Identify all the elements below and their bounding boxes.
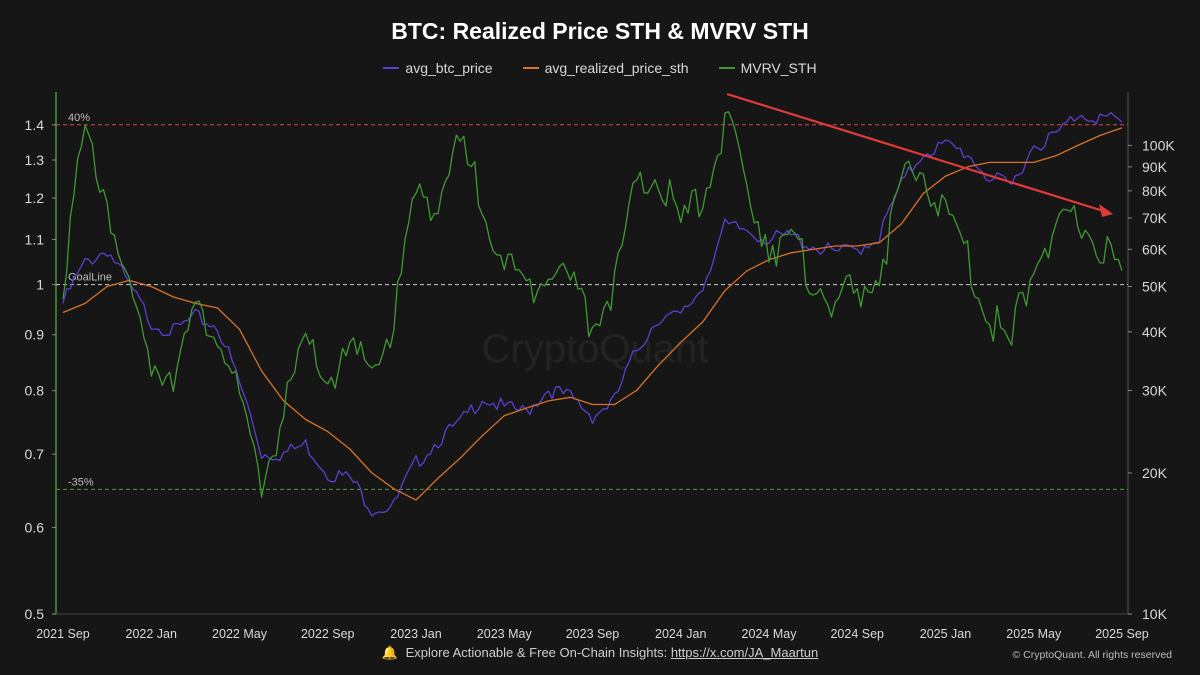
trend-arrow (726, 92, 1106, 213)
x-tick-label: 2023 Jan (390, 627, 441, 641)
y-right-tick-label: 100K (1142, 137, 1175, 153)
legend-label-realized-price: avg_realized_price_sth (544, 60, 689, 76)
legend-swatch-mvrv-sth (718, 67, 735, 69)
x-tick-label: 2025 Jan (920, 627, 971, 641)
legend-label-btc-price: avg_btc_price (405, 60, 493, 76)
y-right-tick-label: 90K (1142, 159, 1168, 175)
x-tick-label: 2023 May (477, 627, 533, 641)
y-left-tick-label: 0.6 (25, 519, 45, 535)
y-left-tick-label: 0.8 (25, 383, 45, 399)
series-line-avg-btc-price (62, 111, 1123, 517)
x-tick-label: 2024 Jan (655, 627, 706, 641)
x-tick-label: 2023 Sep (566, 627, 620, 641)
y-left-tick-label: 1.1 (25, 231, 45, 247)
legend-swatch-realized-price (522, 67, 539, 69)
series-line-avg-realized-price-sth (62, 127, 1123, 501)
legend-item-mvrv-sth[interactable]: MVRV_STH (718, 60, 817, 76)
y-right-tick-label: 70K (1142, 210, 1168, 226)
y-right-tick-label: 40K (1142, 324, 1168, 340)
footer-link[interactable]: https://x.com/JA_Maartun (670, 645, 819, 660)
bell-icon: 🔔 (381, 645, 398, 660)
footer-note: 🔔 Explore Actionable & Free On-Chain Ins… (0, 645, 1200, 661)
chart-title: BTC: Realized Price STH & MVRV STH (391, 18, 809, 44)
x-tick-label: 2025 May (1006, 627, 1062, 641)
y-left-tick-label: 0.9 (25, 327, 45, 343)
legend-swatch-btc-price (383, 67, 400, 69)
copyright-text: © CryptoQuant. All rights reserved (1012, 649, 1172, 661)
reference-line-label: GoalLine (68, 272, 112, 284)
legend-label-mvrv-sth: MVRV_STH (740, 60, 817, 76)
y-right-tick-label: 30K (1142, 382, 1168, 398)
x-tick-label: 2024 Sep (830, 627, 884, 641)
y-left-tick-label: 1.3 (25, 152, 45, 168)
x-tick-label: 2022 Jan (126, 627, 177, 641)
legend-item-btc-price[interactable]: avg_btc_price (383, 60, 493, 76)
watermark: CryptoQuant (482, 327, 709, 371)
x-tick-label: 2022 May (212, 627, 268, 641)
y-left-tick-label: 0.5 (25, 606, 45, 622)
y-right-tick-label: 20K (1142, 465, 1168, 481)
footer-text: Explore Actionable & Free On-Chain Insig… (405, 645, 668, 660)
y-left-tick-label: 1.4 (25, 117, 45, 133)
series-line-MVRV-STH (62, 111, 1123, 498)
legend-item-realized-price[interactable]: avg_realized_price_sth (522, 60, 689, 76)
trend-arrow-head (1099, 204, 1113, 217)
y-right-tick-label: 60K (1142, 241, 1168, 257)
y-left-tick-label: 1 (36, 277, 44, 293)
reference-line-label: -35% (68, 476, 94, 488)
y-left-tick-label: 0.7 (25, 446, 45, 462)
reference-line-label: 40% (68, 112, 90, 124)
y-right-tick-label: 10K (1142, 606, 1168, 622)
y-right-tick-label: 80K (1142, 183, 1168, 199)
x-tick-label: 2022 Sep (301, 627, 355, 641)
legend: avg_btc_price avg_realized_price_sth MVR… (0, 60, 1200, 76)
x-tick-label: 2024 May (742, 627, 798, 641)
x-tick-label: 2021 Sep (36, 627, 90, 641)
y-left-tick-label: 1.2 (25, 190, 45, 206)
y-right-tick-label: 50K (1142, 278, 1168, 294)
x-tick-label: 2025 Sep (1095, 627, 1149, 641)
